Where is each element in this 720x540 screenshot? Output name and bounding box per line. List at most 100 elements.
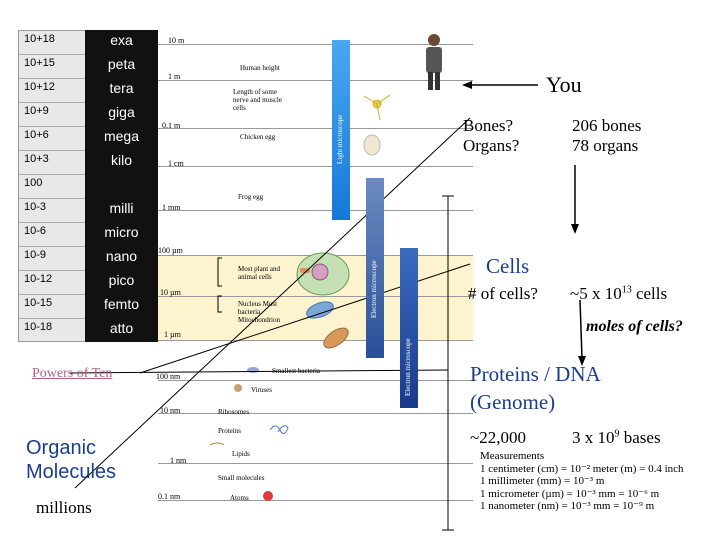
mitochondrion-icon [323,327,349,349]
scale-label: 10 µm [160,288,181,297]
scale-label: 1 µm [164,330,181,339]
table-row: 100 [18,174,158,198]
row-divider [18,222,85,223]
gene-count: ~22,000 [470,428,526,447]
num-cells-unit: cells [631,284,668,303]
exponent-label: 100 [24,177,43,189]
electron-microscope-bar: Electron microscope [366,178,384,358]
row-divider [18,126,85,127]
scale-divider [158,166,473,167]
measurements-title: Measurements [480,450,545,462]
num-cells-answer: ~5 x 1013 cells [570,284,667,304]
prefix-label: mega [103,128,140,144]
exponent-label: 10-15 [24,297,53,309]
table-row: 10+6 mega [18,126,158,150]
arrow-down-icon [578,356,586,366]
arrow-line [579,299,583,359]
proteins-dna-label: Proteins / DNA [470,362,601,386]
measurement-line: 1 centimeter (cm) = 10⁻² meter (m) = 0.4… [480,462,684,475]
item-nerve-cells: Length of some nerve and muscle cells [233,88,282,112]
scale-divider [158,128,473,129]
table-row: 10-18 atto [18,318,158,342]
prefix-label: atto [109,320,134,336]
person-icon [426,34,442,90]
table-row: 10+3 kilo [18,150,158,174]
item-atoms: Atoms [230,494,249,502]
virus-icon [234,384,242,392]
cell-icon [296,252,350,296]
exponent-label: 10-12 [24,273,53,285]
table-row: 10+15 peta [18,54,158,78]
prefix-label: peta [107,56,136,72]
light-microscope-bar: Light microscope [332,40,350,220]
scale-divider [158,340,473,341]
table-row: 10-15 femto [18,294,158,318]
item-viruses: Viruses [251,386,272,394]
prefix-label: giga [108,104,135,120]
exponent-label: 10+6 [24,129,49,141]
row-divider [18,246,85,247]
table-row: 10-3 milli [18,198,158,222]
exponent-label: 10+12 [24,81,55,93]
num-cells-question: # of cells? [468,284,538,303]
bones-count: 206 bones [572,116,642,135]
measurement-line: 1 nanometer (nm) = 10⁻³ mm = 10⁻⁹ m [480,500,655,512]
light-microscope-label: Light microscope [336,114,344,164]
prefix-label: milli [109,200,134,216]
powers-of-ten-link[interactable]: Powers of Ten [32,366,113,381]
table-row: 10-9 nano [18,246,158,270]
scale-label: 0.1 m [162,121,181,130]
table-row: 10+12 tera [18,78,158,102]
item-nucleus-bacteria: Nucleus Most bacteria Mitochondrion [238,300,280,324]
item-plant-animal-cells: Most plant and animal cells [238,265,280,281]
exponent-label: 10+3 [24,153,49,165]
scale-label: 10 m [168,36,185,45]
row-divider [18,318,85,319]
exponent-label: 10-9 [24,249,47,261]
exponent-label: 10+9 [24,105,49,117]
row-divider [18,294,85,295]
genome-label: (Genome) [470,390,556,414]
scale-label: 0.1 nm [158,492,181,501]
scale-label: 100 nm [156,372,181,381]
base-count: 3 x 109 bases [572,428,661,448]
you-label: You [546,72,582,97]
prefix-label: kilo [110,152,132,168]
prefix-label: tera [109,80,134,96]
powers-of-ten-table: 10+18 exa 10+15 peta 10+12 tera 10+9 gig… [18,30,158,342]
base-count-unit: bases [619,428,661,447]
scale-divider [158,463,473,464]
scale-divider [158,44,473,45]
millions-label: millions [36,498,92,517]
base-count-mantissa: 3 x 10 [572,428,615,447]
bacterium-icon [306,301,334,319]
prefix-label: nano [105,248,138,264]
measurement-line: 1 millimeter (mm) = 10⁻³ m [480,475,605,487]
electron-microscope-bar-2: Electron microscope [400,248,418,408]
num-cells-exponent: 13 [621,284,632,296]
scale-label: 1 cm [168,159,184,168]
scale-divider [158,380,473,381]
organic-molecules-label: Organic Molecules [26,437,117,483]
chicken-egg-icon [363,134,381,156]
row-divider [18,102,85,103]
exponent-label: 10+18 [24,33,55,45]
prefix-column [85,30,158,342]
nerve-cell-icon [363,94,391,121]
row-divider [18,174,85,175]
item-small-molecules: Small molecules [218,474,265,482]
arrow-left-icon [462,81,472,89]
row-divider [18,270,85,271]
base-count-exponent: 9 [614,428,620,440]
bracket-icon [217,295,222,313]
table-row: 10+18 exa [18,30,158,54]
moles-question: moles of cells? [586,318,683,335]
electron-microscope-label: Electron microscope [404,338,412,396]
exponent-label: 10-3 [24,201,47,213]
scale-label: 1 mm [162,203,181,212]
row-divider [18,198,85,199]
item-chicken-egg: Chicken egg [240,133,276,141]
measurement-line: 1 micrometer (µm) = 10⁻³ mm = 10⁻⁶ m [480,487,660,500]
item-proteins: Proteins [218,427,241,435]
scale-divider [158,296,473,297]
